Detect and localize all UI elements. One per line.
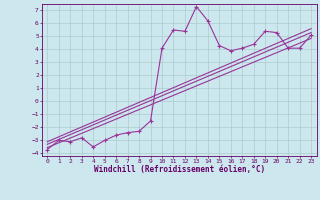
X-axis label: Windchill (Refroidissement éolien,°C): Windchill (Refroidissement éolien,°C)	[94, 165, 265, 174]
